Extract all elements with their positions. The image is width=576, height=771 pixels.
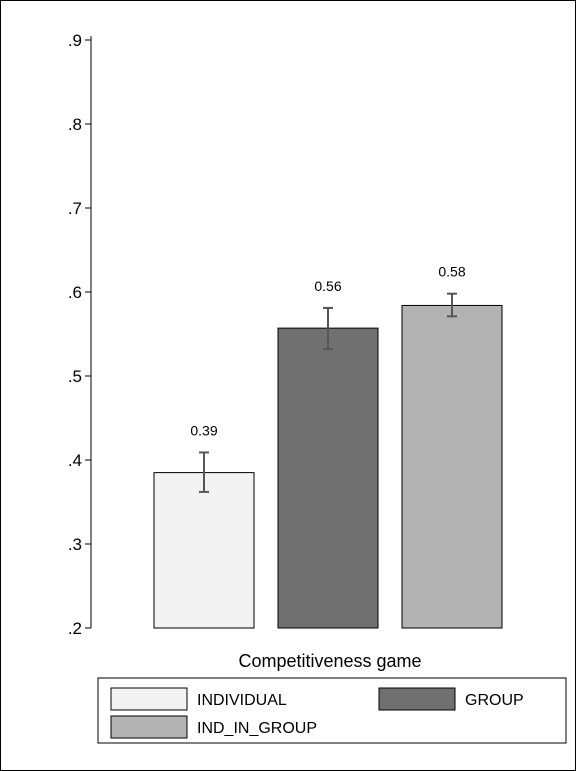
y-tick-label: .5: [68, 367, 82, 386]
bars: [153, 304, 503, 629]
data-label: 0.58: [438, 264, 465, 280]
bar-group: [277, 327, 379, 629]
bar-ind-in-group: [401, 304, 503, 629]
legend-entry: INDIVIDUAL: [110, 687, 287, 711]
y-ticks: .2 .3 .4 .5 .6 .7 .8 .9: [68, 31, 91, 638]
x-axis-title: Competitiveness game: [238, 651, 421, 671]
legend-label: GROUP: [465, 692, 524, 709]
data-label: 0.56: [314, 278, 341, 294]
data-label: 0.39: [190, 422, 217, 438]
legend-label: INDIVIDUAL: [197, 692, 287, 709]
y-tick-label: .2: [68, 619, 82, 638]
y-tick-label: .7: [68, 199, 82, 218]
legend-swatch: [110, 687, 188, 711]
legend: INDIVIDUAL GROUP IND_IN_GROUP: [97, 677, 567, 744]
y-tick-label: .4: [68, 451, 82, 470]
y-tick-label: .3: [68, 535, 82, 554]
error-bar: [323, 306, 333, 351]
bar-individual: [153, 472, 255, 629]
error-bars: [199, 292, 457, 493]
legend-swatch: [378, 687, 456, 711]
y-tick-label: .6: [68, 283, 82, 302]
data-labels: 0.39 0.56 0.58: [190, 264, 465, 439]
legend-entry: GROUP: [378, 687, 524, 711]
legend-entry: IND_IN_GROUP: [110, 715, 317, 739]
error-bar: [199, 451, 209, 493]
legend-label: IND_IN_GROUP: [197, 720, 317, 737]
legend-swatch: [110, 715, 188, 739]
y-tick-label: .8: [68, 115, 82, 134]
y-tick-label: .9: [68, 31, 82, 50]
error-bar: [447, 292, 457, 318]
